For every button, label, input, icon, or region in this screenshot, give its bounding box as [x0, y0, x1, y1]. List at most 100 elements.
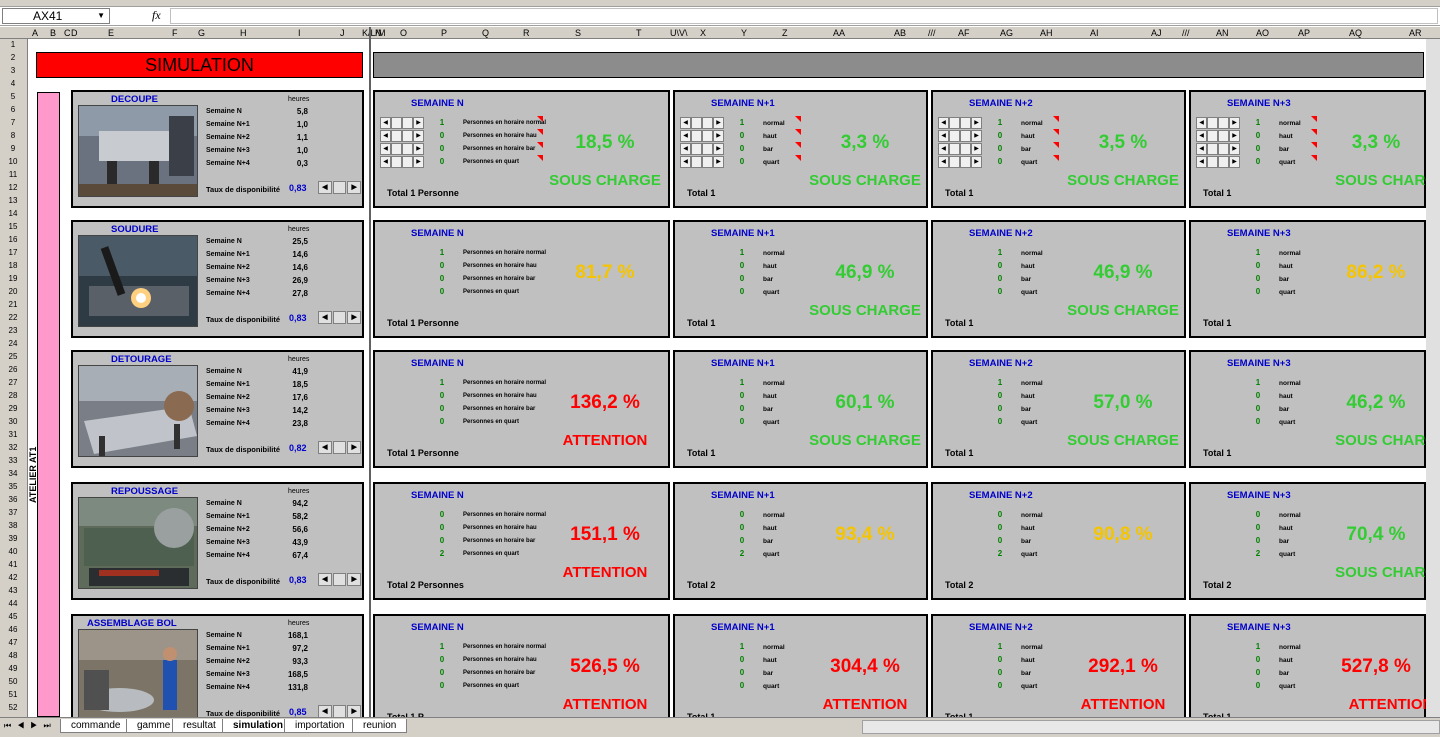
row-header[interactable]: 19 — [8, 274, 18, 283]
column-header[interactable]: C — [64, 28, 71, 38]
spinner-track[interactable] — [402, 156, 413, 168]
shift-spinner[interactable]: ◀ ▶ — [938, 143, 982, 156]
spinner-track[interactable] — [1207, 130, 1218, 142]
column-header[interactable]: K/L/M — [362, 28, 386, 38]
right-arrow-icon[interactable]: ▶ — [347, 181, 362, 194]
right-arrow-icon[interactable]: ▶ — [971, 130, 982, 142]
column-header[interactable]: AN — [1216, 28, 1229, 38]
right-arrow-icon[interactable]: ▶ — [713, 143, 724, 155]
spinner-track[interactable] — [960, 156, 971, 168]
row-header[interactable]: 38 — [8, 521, 18, 530]
spinner-track[interactable] — [391, 156, 402, 168]
spinner-track[interactable] — [691, 156, 702, 168]
column-header[interactable]: AA — [833, 28, 846, 38]
column-header[interactable]: G — [198, 28, 206, 38]
row-header[interactable]: 7 — [10, 118, 16, 127]
spinner-track[interactable] — [1207, 156, 1218, 168]
left-arrow-icon[interactable]: ◀ — [1196, 130, 1207, 142]
spinner-track[interactable] — [1218, 130, 1229, 142]
left-arrow-icon[interactable]: ◀ — [318, 573, 332, 586]
spinner-track[interactable] — [702, 117, 713, 129]
row-header[interactable]: 5 — [10, 92, 16, 101]
name-box[interactable]: AX41 ▼ — [2, 8, 110, 24]
row-header[interactable]: 30 — [8, 417, 18, 426]
spinner-track[interactable] — [402, 130, 413, 142]
left-arrow-icon[interactable]: ◀ — [318, 181, 332, 194]
row-header[interactable]: 26 — [8, 365, 18, 374]
right-arrow-icon[interactable]: ▶ — [971, 156, 982, 168]
column-header[interactable]: D — [71, 28, 78, 38]
spinner-track[interactable] — [1218, 117, 1229, 129]
column-header[interactable]: B — [50, 28, 57, 38]
column-header[interactable]: U\V\ — [670, 28, 688, 38]
row-header[interactable]: 44 — [8, 599, 18, 608]
right-arrow-icon[interactable]: ▶ — [1229, 130, 1240, 142]
shift-spinner[interactable]: ◀ ▶ — [938, 156, 982, 169]
spinner-track[interactable] — [702, 143, 713, 155]
row-header[interactable]: 29 — [8, 404, 18, 413]
left-arrow-icon[interactable]: ◀ — [938, 143, 949, 155]
left-arrow-icon[interactable]: ◀ — [938, 156, 949, 168]
spinner-track[interactable] — [402, 143, 413, 155]
column-header[interactable]: A — [32, 28, 39, 38]
spinner-track[interactable] — [949, 143, 960, 155]
spinner-track[interactable] — [1207, 117, 1218, 129]
left-arrow-icon[interactable]: ◀ — [938, 117, 949, 129]
shift-spinner[interactable]: ◀ ▶ — [380, 156, 424, 169]
spinner-track[interactable] — [702, 156, 713, 168]
spinner-track[interactable] — [391, 117, 402, 129]
spinner-track[interactable] — [691, 143, 702, 155]
spinner-thumb[interactable] — [332, 181, 347, 194]
left-arrow-icon[interactable]: ◀ — [680, 117, 691, 129]
row-header[interactable]: 34 — [8, 469, 18, 478]
spinner-track[interactable] — [391, 130, 402, 142]
left-arrow-icon[interactable]: ◀ — [1196, 143, 1207, 155]
shift-spinner[interactable]: ◀ ▶ — [680, 117, 724, 130]
column-header[interactable]: F — [172, 28, 178, 38]
shift-spinner[interactable]: ◀ ▶ — [680, 130, 724, 143]
left-arrow-icon[interactable]: ◀ — [680, 156, 691, 168]
row-header[interactable]: 25 — [8, 352, 18, 361]
row-header[interactable]: 20 — [8, 287, 18, 296]
row-header[interactable]: 9 — [10, 144, 16, 153]
column-header[interactable]: X — [700, 28, 707, 38]
row-header[interactable]: 10 — [8, 157, 18, 166]
column-header[interactable]: S — [575, 28, 582, 38]
right-arrow-icon[interactable]: ▶ — [1229, 156, 1240, 168]
shift-spinner[interactable]: ◀ ▶ — [938, 117, 982, 130]
spinner-track[interactable] — [960, 130, 971, 142]
tab-resultat[interactable]: resultat — [172, 719, 227, 733]
column-header[interactable]: AJ — [1151, 28, 1162, 38]
right-arrow-icon[interactable]: ▶ — [1229, 117, 1240, 129]
row-header[interactable]: 48 — [8, 651, 18, 660]
spinner-thumb[interactable] — [332, 573, 347, 586]
vertical-scrollbar[interactable] — [1426, 39, 1440, 717]
right-arrow-icon[interactable]: ▶ — [713, 130, 724, 142]
column-header[interactable]: E — [108, 28, 115, 38]
spinner-track[interactable] — [1218, 143, 1229, 155]
left-arrow-icon[interactable]: ◀ — [318, 705, 332, 718]
column-header[interactable]: AH — [1040, 28, 1053, 38]
column-header[interactable]: AP — [1298, 28, 1311, 38]
spinner-track[interactable] — [691, 117, 702, 129]
availability-spinner[interactable]: ◀ ▶ — [318, 311, 362, 324]
left-arrow-icon[interactable]: ◀ — [318, 441, 332, 454]
row-header[interactable]: 1 — [10, 40, 16, 49]
row-header[interactable]: 15 — [8, 222, 18, 231]
row-header[interactable]: 47 — [8, 638, 18, 647]
column-header[interactable]: AF — [958, 28, 970, 38]
row-header[interactable]: 23 — [8, 326, 18, 335]
spinner-track[interactable] — [691, 130, 702, 142]
column-header[interactable]: Y — [741, 28, 748, 38]
tab-importation[interactable]: importation — [284, 719, 356, 733]
left-arrow-icon[interactable]: ◀ — [380, 130, 391, 142]
row-header[interactable]: 35 — [8, 482, 18, 491]
row-header[interactable]: 41 — [8, 560, 18, 569]
row-header[interactable]: 8 — [10, 131, 16, 140]
left-arrow-icon[interactable]: ◀ — [680, 143, 691, 155]
column-header[interactable]: O — [400, 28, 408, 38]
row-header[interactable]: 50 — [8, 677, 18, 686]
tab-commande[interactable]: commande — [60, 719, 132, 733]
spinner-track[interactable] — [949, 156, 960, 168]
left-arrow-icon[interactable]: ◀ — [380, 143, 391, 155]
